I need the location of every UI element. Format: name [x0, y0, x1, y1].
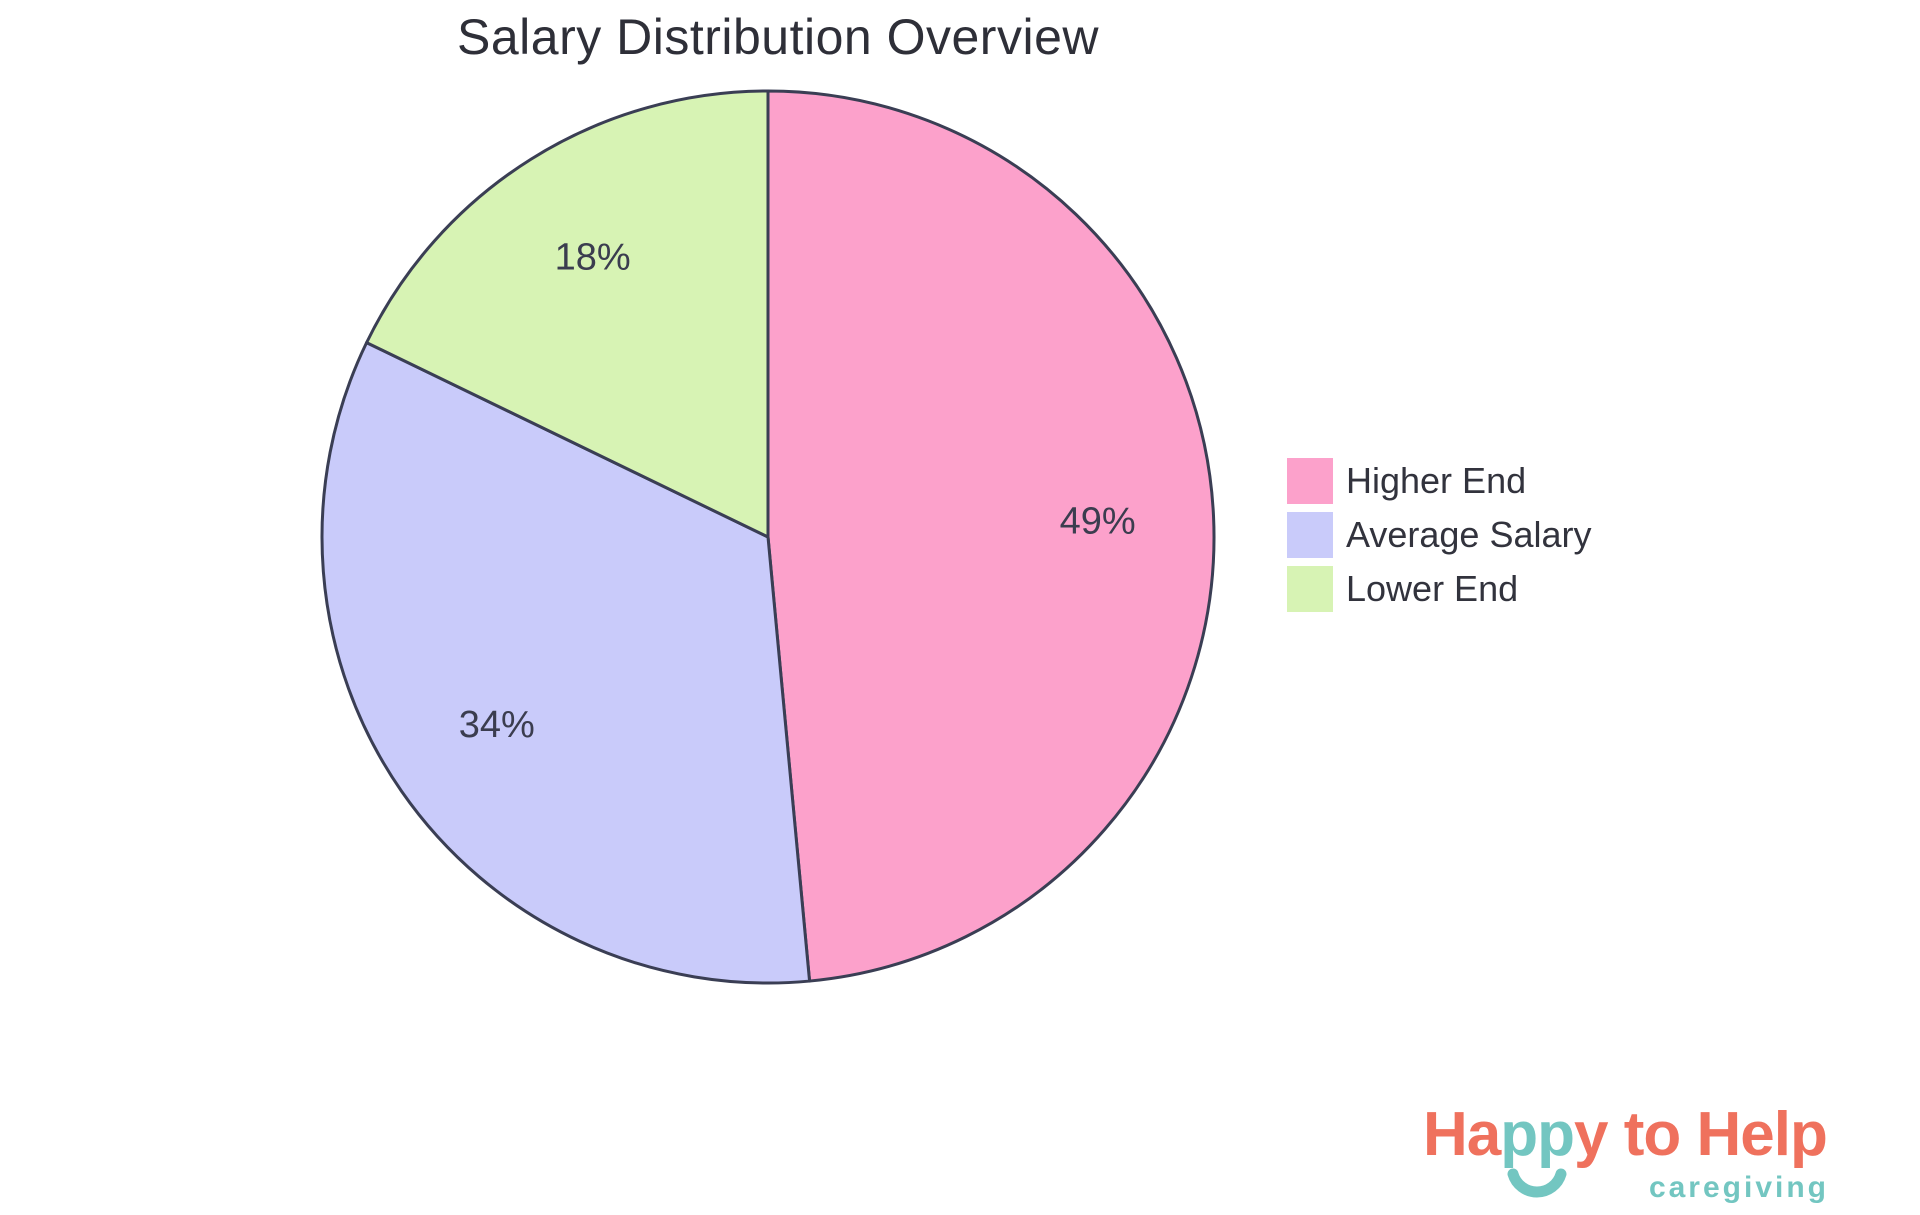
- legend-label-average-salary: Average Salary: [1346, 514, 1592, 555]
- legend-label-higher-end: Higher End: [1346, 460, 1527, 501]
- chart-title: Salary Distribution Overview: [457, 9, 1099, 65]
- pie-slice-lower-end: [365, 89, 770, 539]
- legend-item-average-salary: Average Salary: [1287, 512, 1591, 558]
- logo-text-pp-letters: pp: [1500, 1100, 1575, 1169]
- logo-text-ha: Ha: [1423, 1100, 1501, 1169]
- legend-item-lower-end: Lower End: [1287, 566, 1591, 612]
- legend-label-lower-end: Lower End: [1346, 568, 1519, 609]
- legend-swatch-average-salary: [1287, 512, 1333, 558]
- legend: Higher End Average Salary Lower End: [1287, 458, 1591, 612]
- legend-swatch-higher-end: [1287, 458, 1333, 504]
- logo-text-y: y: [1574, 1100, 1608, 1169]
- logo-subtitle: caregiving: [1648, 1171, 1829, 1205]
- legend-item-higher-end: Higher End: [1287, 458, 1591, 504]
- pie-slice-higher-end: [766, 89, 1216, 983]
- logo-wordmark: Happ y to Help: [1423, 1100, 1879, 1198]
- logo-text-to-help: to Help: [1607, 1100, 1828, 1169]
- happy-to-help-logo: Happ y to Help caregiving: [1423, 1102, 1879, 1205]
- pie-slice-percentage-average-salary: 34%: [459, 704, 535, 746]
- smile-icon: [1507, 1168, 1567, 1198]
- pie-slice-percentage-lower-end: 18%: [555, 236, 631, 278]
- logo-text-pp: pp: [1500, 1100, 1575, 1198]
- pie-slice-average-salary: [320, 341, 812, 985]
- legend-swatch-lower-end: [1287, 566, 1333, 612]
- pie-slice-percentage-higher-end: 49%: [1060, 501, 1136, 543]
